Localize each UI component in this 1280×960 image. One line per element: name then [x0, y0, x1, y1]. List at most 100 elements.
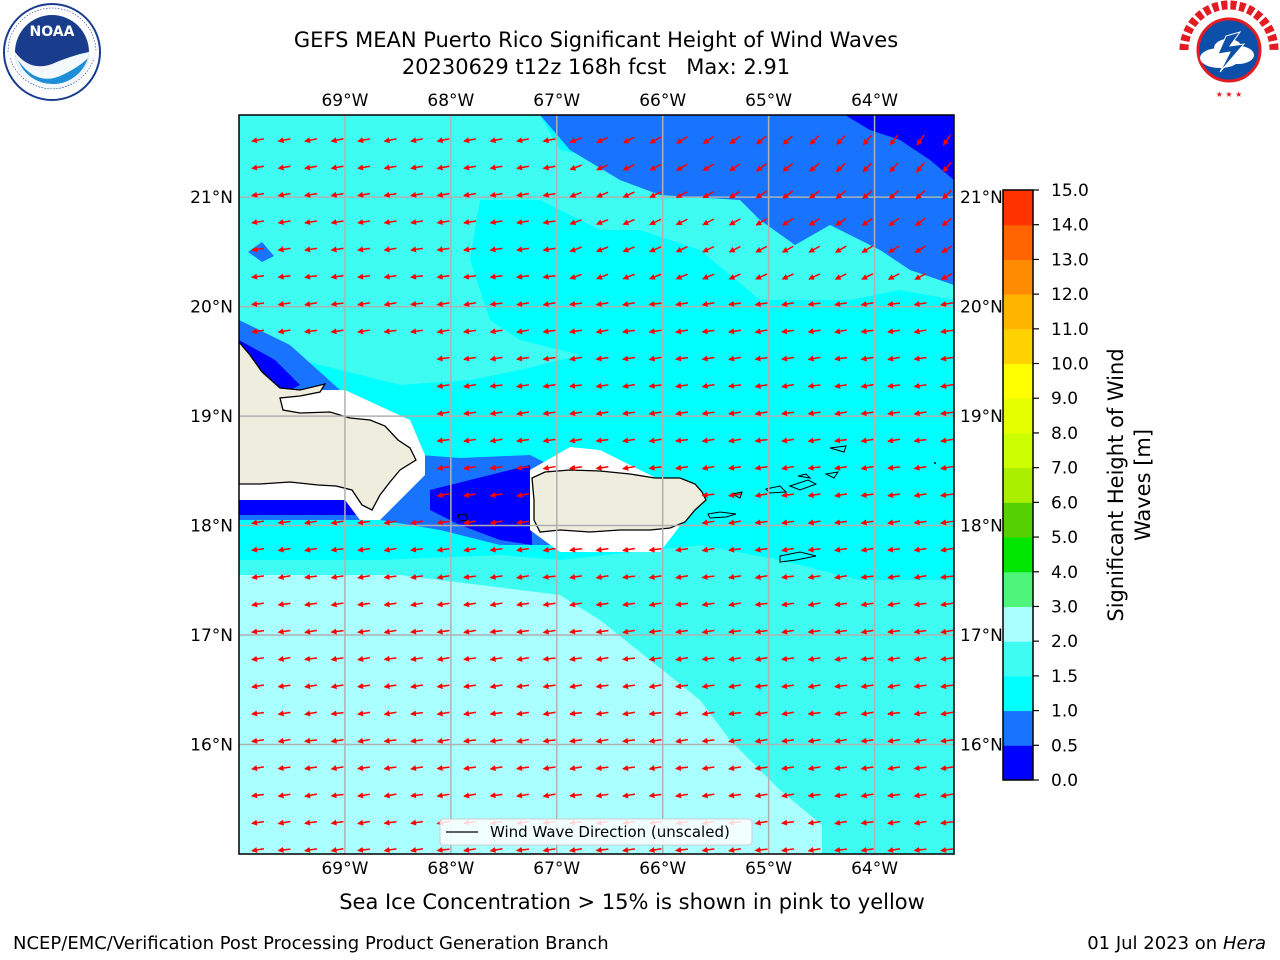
wave-direction-arrow [410, 246, 424, 253]
wave-direction-arrow [648, 410, 662, 417]
wave-direction-arrow [542, 464, 556, 471]
wave-direction-arrow [622, 655, 636, 662]
wave-direction-arrow [330, 573, 344, 580]
wave-direction-arrow [489, 683, 503, 690]
wave-direction-arrow [913, 410, 927, 417]
wave-direction-arrow [463, 219, 477, 226]
wave-direction-arrow [860, 737, 874, 744]
contour-0.5-1-ne [540, 115, 954, 285]
wave-direction-arrow [648, 847, 662, 853]
wave-direction-arrow [251, 628, 265, 635]
colorbar-segment [1003, 571, 1033, 607]
wave-direction-arrow [489, 792, 503, 799]
wave-direction-arrow [595, 437, 609, 444]
wave-direction-arrow [569, 273, 582, 280]
wave-direction-arrow [887, 819, 901, 826]
wave-direction-arrow [330, 765, 344, 772]
wave-direction-arrow [330, 273, 344, 280]
wave-direction-arrow [595, 574, 609, 580]
wave-direction-arrow [569, 765, 583, 772]
wave-direction-arrow [754, 655, 768, 662]
wave-direction-arrow [516, 519, 530, 526]
wave-direction-arrow [887, 573, 901, 580]
wave-direction-arrow [887, 601, 901, 608]
wave-direction-arrow [728, 737, 742, 744]
wave-direction-arrow [860, 683, 874, 690]
wave-direction-arrow [489, 601, 503, 608]
wave-direction-arrow [463, 464, 477, 471]
wave-direction-arrow [595, 382, 609, 389]
wave-direction-arrow [622, 765, 636, 772]
wave-direction-arrow [675, 163, 688, 171]
wave-direction-arrow [410, 737, 424, 744]
wave-direction-arrow [782, 162, 794, 172]
wave-direction-arrow [754, 628, 768, 635]
wave-direction-arrow [330, 546, 344, 553]
wave-direction-arrow [383, 683, 397, 690]
wave-direction-arrow [622, 355, 636, 362]
wave-direction-arrow [728, 765, 742, 772]
wave-direction-arrow [755, 273, 768, 280]
wave-direction-arrow [595, 464, 609, 471]
wave-direction-arrow [463, 846, 477, 853]
wave-direction-arrow [915, 189, 926, 200]
wave-direction-arrow [410, 819, 424, 826]
wave-direction-arrow [754, 328, 768, 335]
wave-direction-arrow [860, 492, 874, 498]
wave-direction-arrow [436, 273, 450, 280]
wave-direction-arrow [436, 191, 450, 198]
wave-direction-arrow [569, 437, 583, 444]
wave-direction-arrow [277, 300, 291, 307]
wave-direction-arrow [728, 655, 742, 662]
wave-direction-arrow [729, 163, 741, 172]
wave-direction-arrow [701, 355, 715, 362]
wave-direction-arrow [330, 710, 344, 717]
wave-direction-arrow [782, 190, 794, 199]
wave-direction-arrow [304, 710, 318, 717]
wave-direction-arrow [861, 273, 874, 280]
wave-direction-arrow [887, 847, 901, 853]
wave-direction-arrow [942, 162, 952, 173]
wave-direction-arrow [889, 134, 899, 146]
wave-height-field [239, 115, 954, 854]
wave-direction-arrow [754, 846, 768, 853]
wave-direction-arrow [357, 601, 371, 608]
wave-direction-arrow [888, 217, 900, 227]
wave-direction-arrow [754, 792, 768, 799]
wave-direction-arrow [728, 519, 742, 526]
wave-direction-arrow [889, 162, 899, 173]
wave-direction-arrow [701, 628, 715, 635]
wave-direction-arrow [940, 355, 954, 362]
wave-direction-arrow [782, 218, 794, 226]
wave-direction-arrow [940, 546, 954, 553]
wave-direction-arrow [436, 437, 450, 444]
wave-direction-arrow [781, 301, 795, 307]
wave-direction-arrow [648, 328, 662, 335]
wave-direction-arrow [251, 601, 265, 608]
wave-direction-arrow [357, 164, 371, 171]
wave-direction-arrow [913, 574, 927, 580]
wave-direction-arrow [542, 628, 556, 635]
wave-direction-arrow [913, 655, 927, 662]
wave-direction-arrow [436, 846, 450, 853]
wave-direction-arrow [436, 655, 450, 662]
wave-direction-arrow [940, 683, 954, 690]
wave-direction-arrow [489, 382, 503, 389]
wave-direction-arrow [304, 191, 318, 198]
wave-direction-arrow [489, 765, 503, 772]
wave-direction-arrow [860, 765, 874, 772]
wave-direction-arrow [754, 492, 768, 499]
wave-direction-arrow [596, 164, 609, 171]
wave-direction-arrow [676, 136, 688, 144]
wave-direction-arrow [383, 765, 397, 772]
wave-direction-arrow [940, 792, 954, 799]
wave-direction-arrow [701, 410, 715, 417]
colorbar-tick-label: 6.0 [1051, 493, 1078, 513]
wave-direction-arrow [913, 792, 927, 799]
wave-direction-arrow [781, 328, 795, 335]
wave-direction-arrow [781, 737, 795, 744]
noaa-logo-text: NOAA [30, 24, 75, 40]
wave-direction-arrow [648, 601, 662, 608]
wave-direction-arrow [807, 573, 821, 580]
colorbar-tick-label: 9.0 [1051, 389, 1078, 409]
